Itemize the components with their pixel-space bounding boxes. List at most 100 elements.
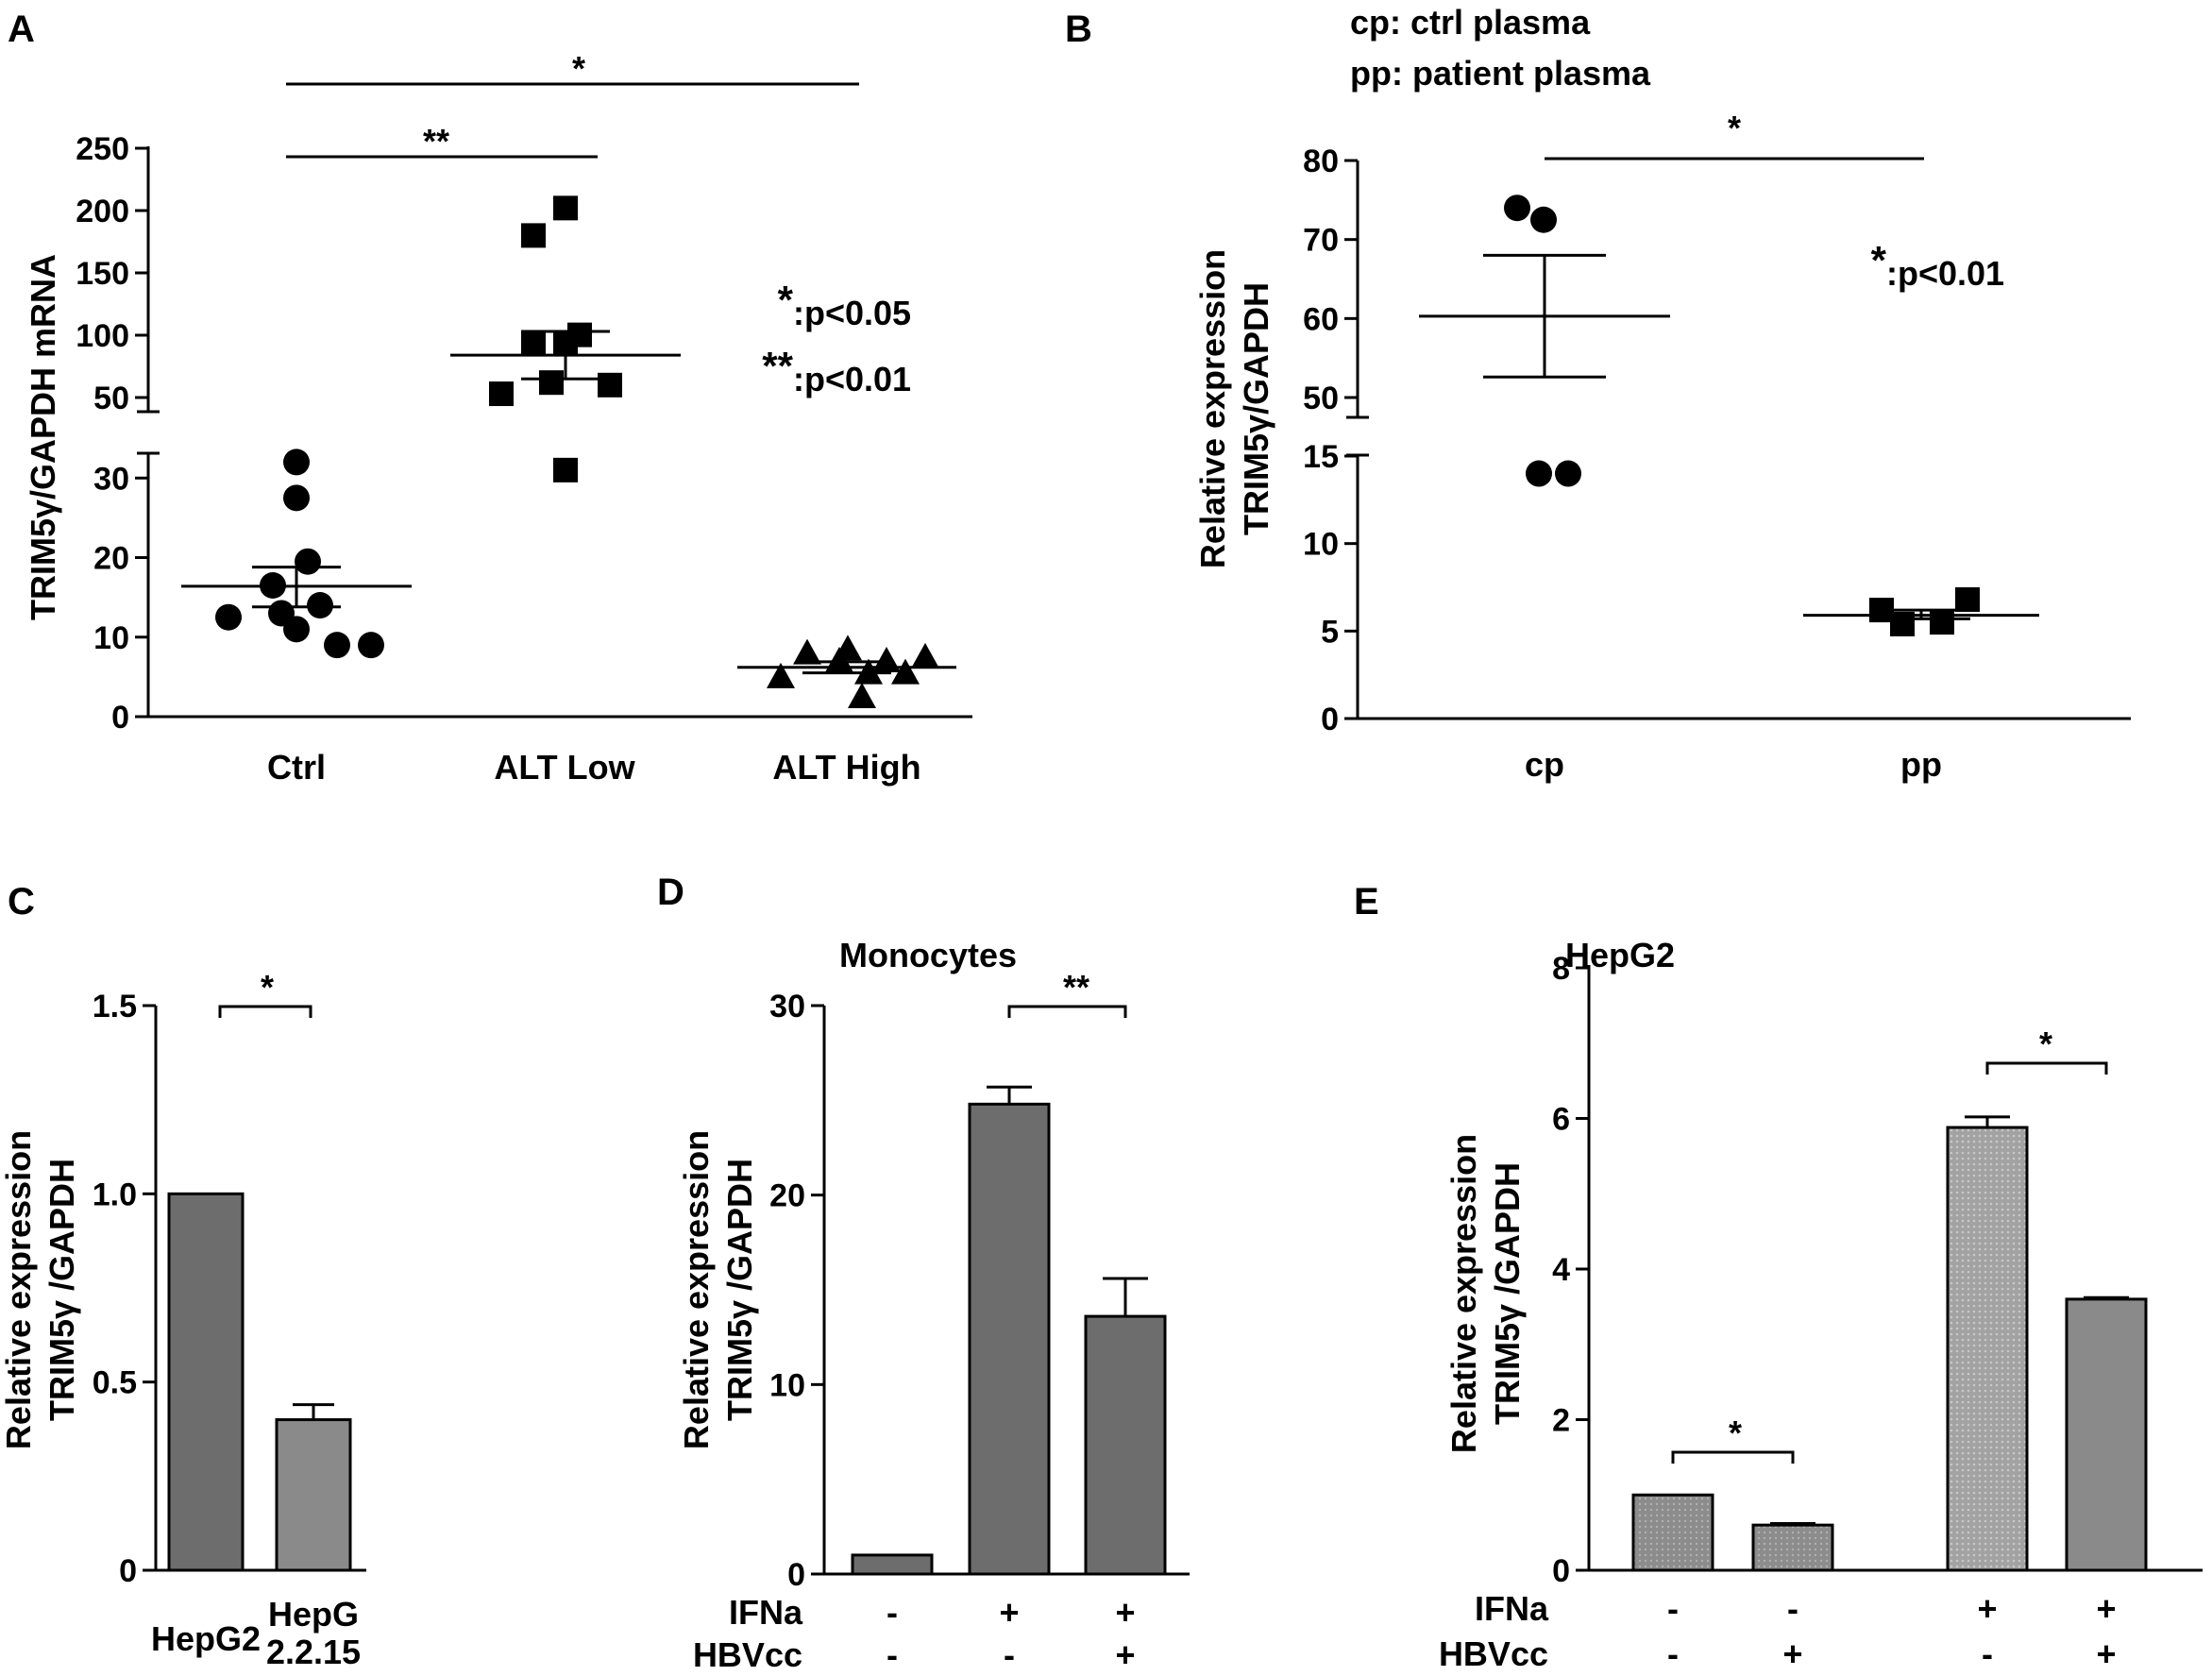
chart-b-ylabel-2: TRIM5γ/GAPDH [1237,282,1275,535]
chart-a-ytick-label: 0 [111,700,129,736]
chart-d-sig-star: ** [1063,968,1089,1007]
chart-a-point-alt-low [598,373,622,398]
chart-c-ytick-label: 0 [119,1553,137,1589]
chart-c-ylabel-2: TRIM5γ /GAPDH [42,1159,81,1421]
chart-e-sig-bracket-2 [1987,1063,2106,1075]
chart-b-ytick-label: 80 [1303,144,1339,179]
chart-e-ytick-label: 6 [1552,1102,1570,1138]
chart-b-legend-text: :p<0.01 [1886,254,2004,293]
chart-b-ylabel-1: Relative expression [1193,249,1232,568]
chart-b: cp: ctrl plasma pp: patient plasma Relat… [1193,3,2131,784]
chart-a-ylabel: TRIM5γ/GAPDH mRNA [24,254,62,620]
chart-c-ytick-label: 1.5 [93,989,137,1024]
chart-a-xlabel-alt-low: ALT Low [494,748,635,787]
chart-a-point-ctrl [358,632,384,658]
chart-c-ytick-label: 0.5 [93,1365,137,1401]
chart-c-sig-star: * [261,968,274,1007]
chart-e-cond-hbvcc: HBVcc [1439,1634,1548,1673]
chart-a-sig-star-ctrl-althigh: * [572,49,585,88]
chart-d-sign-hbvcc: - [886,1635,898,1674]
chart-a-point-ctrl [260,572,286,599]
chart-b-ytick-label: 50 [1303,381,1339,416]
chart-a-sig-star-ctrl-altlow: ** [423,122,449,161]
chart-b-point-pp [1890,612,1915,636]
chart-a-point-alt-high [834,635,862,660]
chart-e-ylabel-2: TRIM5γ /GAPDH [1488,1162,1527,1425]
chart-b-note-2: pp: patient plasma [1350,54,1651,93]
chart-d-cond-ifna: IFNa [729,1593,803,1632]
chart-a-ytick-label: 50 [93,381,129,416]
chart-d: Monocytes Relative expression TRIM5γ /GA… [677,936,1190,1674]
chart-d-ytick-label: 30 [769,989,805,1024]
chart-c-ylabel-1: Relative expression [0,1130,38,1449]
chart-e-bar [1753,1525,1832,1570]
chart-b-note-1: cp: ctrl plasma [1350,3,1591,42]
chart-e-bar [1633,1495,1713,1570]
chart-c-bar [277,1420,350,1570]
chart-d-sign-ifna: - [886,1593,898,1632]
panel-label-d: D [657,872,684,913]
chart-e-sign-hbvcc: + [2096,1634,2116,1673]
chart-a-ytick-label: 20 [93,541,129,577]
panel-label-c: C [8,881,35,923]
chart-e-sig-star-1: * [1729,1414,1742,1452]
panel-label-a: A [8,8,35,50]
chart-e-ylabel-1: Relative expression [1444,1134,1483,1453]
chart-b-ytick-label: 15 [1303,439,1339,475]
chart-a-ytick-label: 100 [76,318,129,354]
chart-a-point-alt-low [539,370,564,395]
chart-d-bar [853,1555,932,1574]
chart-d-bar [970,1104,1049,1574]
chart-a-point-alt-low [567,323,592,347]
chart-b-point-pp [1930,610,1954,635]
chart-a-legend-sym-1: * [778,278,794,322]
chart-d-sig-bracket [1009,1007,1125,1018]
chart-e-ytick-label: 8 [1552,951,1570,987]
chart-a-point-ctrl [307,592,333,618]
chart-e: HepG2 Relative expression TRIM5γ /GAPDH … [1439,936,2203,1673]
chart-a-xlabel-alt-high: ALT High [772,748,920,787]
chart-a-legend-text-2: :p<0.01 [793,360,911,398]
chart-e-sign-ifna: - [1667,1589,1679,1628]
chart-e-sig-bracket-1 [1673,1452,1793,1464]
chart-d-sign-hbvcc: + [1115,1635,1135,1674]
chart-e-sign-hbvcc: + [1782,1634,1802,1673]
chart-d-title: Monocytes [839,936,1017,974]
chart-d-sign-ifna: + [1115,1593,1135,1632]
chart-d-bar [1086,1316,1165,1574]
chart-a-point-ctrl [215,604,242,631]
chart-e-bar [2067,1299,2146,1570]
chart-a-legend-sym-2: ** [762,344,793,388]
chart-b-point-cp [1555,461,1581,487]
chart-c-bar [169,1194,243,1570]
chart-e-ytick-label: 2 [1552,1403,1570,1439]
chart-c: Relative expression TRIM5γ /GAPDH 0 0.5 1.… [0,968,366,1671]
chart-a-point-alt-low [521,331,546,356]
chart-d-ytick-label: 10 [769,1367,805,1403]
chart-e-cond-ifna: IFNa [1475,1589,1549,1628]
chart-a-ytick-label: 10 [93,620,129,656]
chart-b-xlabel-cp: cp [1525,745,1564,784]
chart-a-ytick-label: 150 [76,256,129,292]
chart-a: TRIM5γ/GAPDH mRNA 010203050100150200250 … [24,49,972,787]
chart-e-sign-ifna: + [2096,1589,2116,1628]
chart-a-point-ctrl [295,549,321,575]
chart-a-point-alt-low [489,381,514,406]
chart-a-ytick-label: 250 [76,131,129,167]
chart-a-xlabel-ctrl: Ctrl [267,748,326,787]
figure: A B C D E TRIM5γ/GAPDH mRNA 010203050100… [0,0,2212,1676]
chart-a-point-ctrl [283,484,310,511]
chart-c-xlabel-hepg-line2: 2.2.15 [266,1633,361,1671]
chart-b-sig-star: * [1728,109,1741,147]
chart-a-ytick-label: 30 [93,461,129,497]
chart-a-point-ctrl [324,632,350,658]
chart-e-ytick-label: 4 [1552,1252,1570,1288]
chart-c-xlabel-hepg2: HepG2 [151,1619,261,1658]
chart-d-ytick-label: 0 [787,1557,805,1593]
chart-a-legend-text-1: :p<0.05 [793,294,911,332]
chart-e-sign-ifna: + [1977,1589,1997,1628]
chart-a-point-alt-low [521,223,546,247]
chart-e-sign-hbvcc: - [1667,1634,1679,1673]
chart-a-point-ctrl [283,449,310,475]
chart-b-ytick-label: 70 [1303,223,1339,259]
